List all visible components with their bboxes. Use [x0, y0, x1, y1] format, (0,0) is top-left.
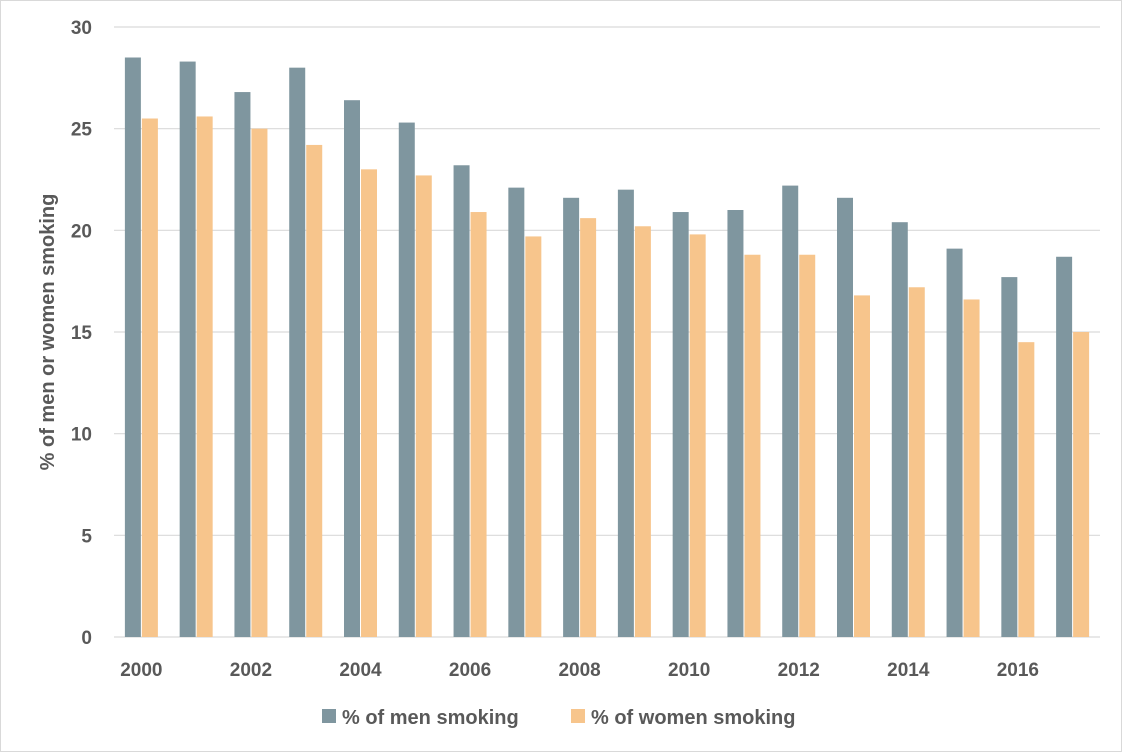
bar-women-2016 — [1018, 342, 1035, 637]
bar-men-2015 — [946, 248, 963, 637]
bar-men-2012 — [782, 185, 799, 637]
bar-women-2013 — [854, 295, 870, 637]
bar-men-2004 — [344, 100, 360, 637]
x-tick-label: 2006 — [449, 660, 491, 681]
bar-men-2011 — [727, 210, 744, 637]
y-tick-label: 10 — [71, 425, 92, 446]
legend: % of men smoking % of women smoking — [322, 707, 795, 729]
y-axis-title: % of men or women smoking — [37, 194, 59, 471]
bar-men-2002 — [234, 92, 251, 638]
y-tick-label: 30 — [71, 18, 92, 39]
bar-men-2010 — [672, 212, 689, 638]
bar-women-2007 — [525, 236, 542, 637]
bar-men-2006 — [453, 165, 470, 637]
legend-label-men: % of men smoking — [342, 707, 519, 729]
bar-women-2009 — [634, 226, 651, 637]
bar-men-2014 — [891, 222, 908, 637]
bar-men-2003 — [289, 67, 306, 637]
bar-men-2009 — [617, 189, 634, 637]
bar-women-2017 — [1073, 332, 1090, 637]
bar-men-2005 — [398, 122, 415, 638]
gridlines — [114, 26, 1100, 638]
x-tick-labels: 2000 2002 2004 2006 2008 2010 2012 2014 2016 — [120, 660, 1039, 681]
legend-swatch-men — [322, 709, 336, 723]
bar-men-2007 — [508, 187, 525, 637]
bar-women-2011 — [744, 254, 761, 637]
bar-men-2016 — [1001, 277, 1018, 637]
x-tick-label: 2002 — [230, 660, 272, 681]
x-tick-label: 2016 — [997, 660, 1039, 681]
bar-women-2001 — [196, 116, 213, 637]
bar-men-2000 — [124, 57, 141, 637]
bar-women-2002 — [251, 128, 268, 637]
bar-men-2008 — [563, 197, 580, 638]
x-tick-label: 2000 — [120, 660, 162, 681]
bar-women-2008 — [580, 218, 597, 637]
bar-women-2010 — [689, 234, 706, 637]
bar-men-2001 — [179, 61, 196, 638]
bar-men-2017 — [1056, 256, 1073, 637]
y-tick-label: 25 — [71, 120, 93, 141]
bar-women-2012 — [799, 254, 816, 637]
legend-swatch-women — [571, 709, 585, 723]
bar-women-2000 — [141, 118, 158, 637]
bar-women-2003 — [306, 144, 323, 637]
y-tick-label: 5 — [81, 526, 92, 547]
x-tick-label: 2012 — [778, 660, 820, 681]
bar-women-2005 — [415, 175, 432, 637]
bar-women-2004 — [361, 169, 377, 638]
y-tick-label: 0 — [81, 628, 92, 649]
x-tick-label: 2008 — [558, 660, 600, 681]
x-tick-label: 2004 — [339, 660, 382, 681]
x-tick-label: 2014 — [887, 660, 930, 681]
bar-women-2006 — [470, 212, 487, 638]
y-tick-labels: 0 5 10 15 20 25 30 — [71, 18, 93, 649]
y-tick-label: 15 — [71, 323, 93, 344]
bars — [124, 57, 1090, 638]
bar-women-2015 — [963, 299, 980, 637]
legend-label-women: % of women smoking — [591, 707, 795, 729]
x-tick-label: 2010 — [668, 660, 710, 681]
bar-men-2013 — [837, 197, 853, 638]
bar-women-2014 — [908, 287, 925, 637]
y-tick-label: 20 — [71, 221, 92, 242]
